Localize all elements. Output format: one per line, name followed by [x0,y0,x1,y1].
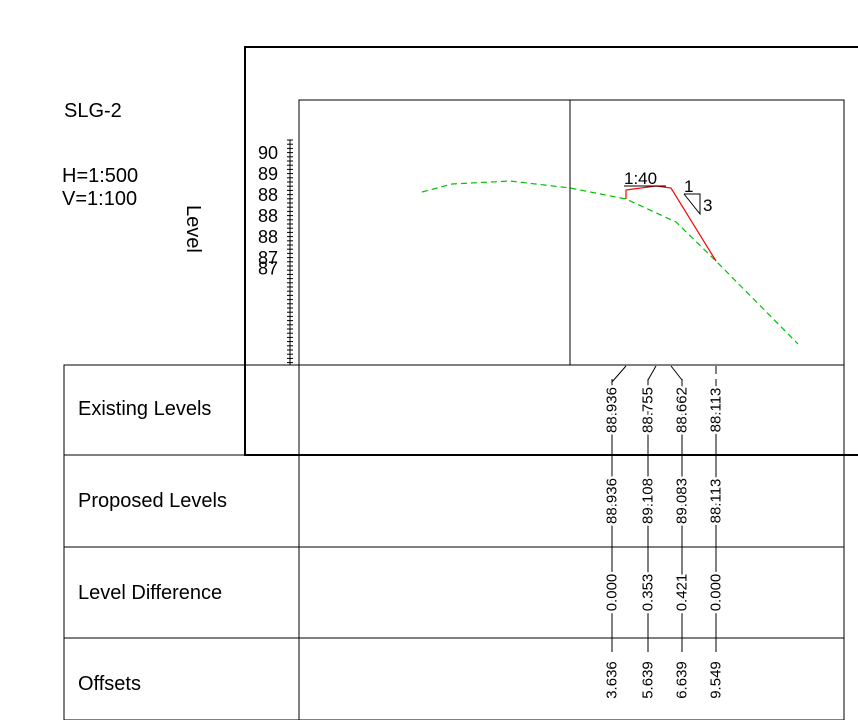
horizontal-scale: H=1:500 [62,165,139,187]
level-tick-label: 90 [258,143,278,163]
table-cell-value: 89.083 [674,478,691,524]
vertical-scale: V=1:100 [62,188,138,210]
table-cell-value: 0.421 [674,574,691,612]
table-cell-value: 88.936 [604,387,621,433]
sheet-frame [244,46,858,456]
table-cell-value: 88.755 [640,387,657,433]
row-label-level-difference: Level Difference [78,582,223,604]
row-label-proposed-levels: Proposed Levels [78,490,227,512]
level-tick-label: 88 [258,227,278,247]
level-tick-label: 88 [258,185,278,205]
table-cell-value: 9.549 [708,661,725,699]
row-label-existing-levels: Existing Levels [78,398,212,420]
table-cell-value: 88.662 [674,387,691,433]
row-label-offsets: Offsets [78,673,141,695]
section-title: SLG-2 [64,100,122,122]
level-tick-label: 87 [258,248,278,268]
plot-frame [298,99,845,366]
slope-triangle [683,193,701,216]
slope-run-label: 3 [703,196,712,215]
chainage-leader [647,365,657,381]
table-cell-value: 88.936 [604,478,621,524]
gradient-label: 1:40 [624,169,657,188]
table-cell-value: 5.639 [640,661,657,699]
table-cell-value: 88.113 [708,479,725,524]
table-cell-value: 6.639 [674,661,691,699]
table-cell-value: 0.000 [604,574,621,612]
table-cell-value: 3.636 [604,661,621,699]
chainage-leader [670,365,683,381]
table-cell-value: 0.353 [640,574,657,612]
level-tick-label: 88 [258,206,278,226]
slope-rise-label: 1 [684,177,693,196]
level-tick-label: 89 [258,164,278,184]
level-tick-label: 87 [258,259,278,279]
table-frame [63,364,845,720]
chainage-leader [611,365,627,383]
table-cell-value: 88.113 [708,388,725,433]
level-axis-label: Level [182,205,204,253]
existing-ground-line [421,180,799,345]
table-cell-value: 0.000 [708,574,725,612]
table-cell-value: 89.108 [640,478,657,524]
